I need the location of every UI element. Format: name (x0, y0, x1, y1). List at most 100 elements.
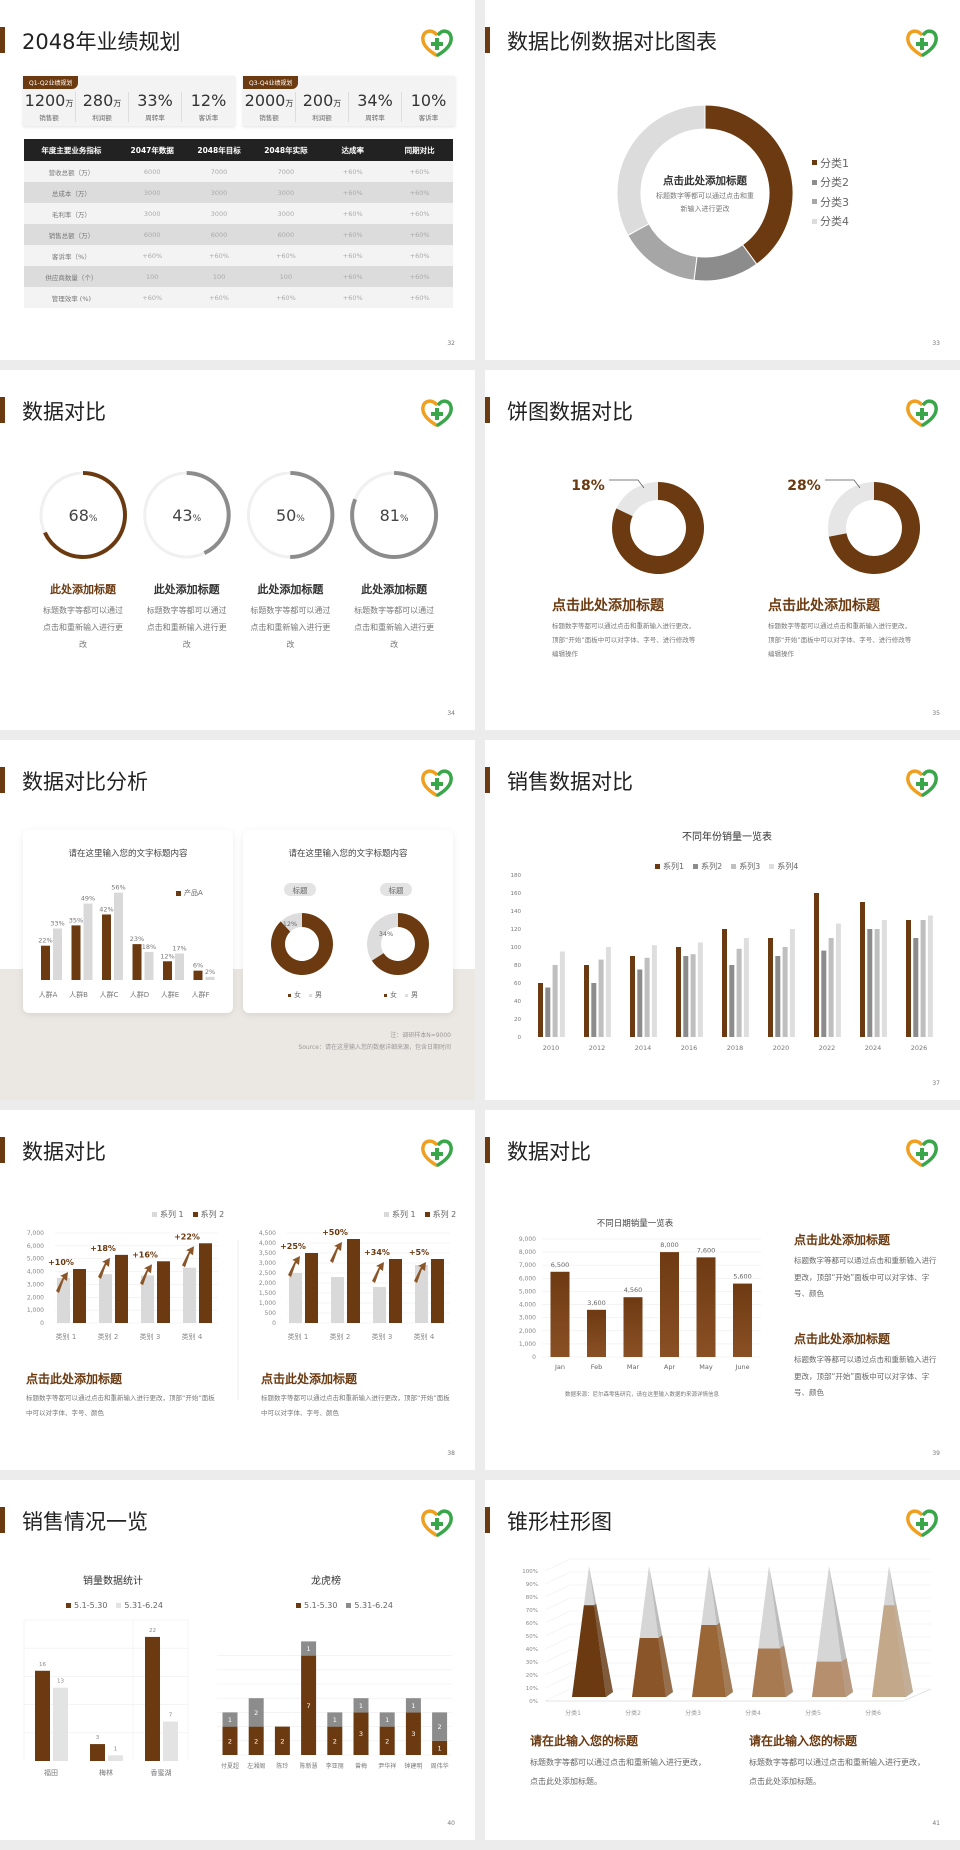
stacked-bar-segment (353, 1698, 369, 1713)
stacked-bar-segment (274, 1726, 290, 1755)
gridline (544, 1688, 571, 1702)
y-tick-label: 60 (514, 981, 521, 987)
table-cell: 100 (145, 272, 159, 281)
legend-label: 产品A (184, 889, 203, 897)
legend-label: 系列3 (739, 862, 761, 871)
bar-系列1 (584, 965, 589, 1037)
legend-item: 系列 2 (424, 1209, 456, 1220)
y-tick-label: 3,000 (519, 1315, 536, 1322)
block-title: 点击此处添加标题 (26, 1372, 123, 1386)
bar-系列2 (867, 929, 873, 1037)
stacked-bar-segment (405, 1712, 421, 1755)
logo-cross (916, 1518, 928, 1530)
slide-38: 数据对比 38 0 1,000 2,000 3,000 4,000 5,000 6,000 7,0… (0, 1110, 475, 1470)
block-title: 点击此处添加标题 (794, 1233, 891, 1247)
chart-title: 不同日期销量一览表 (597, 1218, 674, 1229)
segment-value-label: 1 (333, 1716, 337, 1724)
x-tick-label: 2026 (911, 1044, 928, 1052)
item-desc: 标题数字等都可以通过点击和重新输入进行更改，顶部“开始”面板中可以对字体、字号、… (768, 622, 912, 658)
x-tick-label: June (734, 1363, 749, 1371)
slide-title: 锥形柱形图 (507, 1510, 612, 1534)
kpi-number: 34% (357, 91, 393, 110)
y-tick-label: 30% (526, 1660, 538, 1666)
growth-arrow-icon (56, 1272, 68, 1293)
growth-arrow-icon (288, 1256, 300, 1277)
donut-value-label: 12% (283, 920, 297, 928)
donut-tag: 标题 (389, 885, 404, 895)
x-tick-label: 陈新慧 (300, 1762, 318, 1770)
legend-item: 系列 1 (152, 1209, 184, 1220)
bar (373, 1287, 386, 1323)
card-graphics: 22%33%人群A35%49%人群B42%56%人群C23%18%人群D12%1… (38, 883, 429, 999)
gridline (544, 1623, 571, 1637)
segment-value-label: 2 (254, 1709, 258, 1717)
logo-orange-arc (906, 769, 923, 797)
legend-item: 系列3 (731, 861, 760, 872)
table-cell: +60% (209, 293, 229, 302)
bar-value-label: 22 (149, 1628, 156, 1634)
x-tick-label: Jan (554, 1363, 565, 1371)
kpi-unit: 万 (285, 99, 294, 108)
chart-title: 不同年份销量一览表 (682, 830, 772, 843)
stacked-bar-segment (327, 1712, 343, 1727)
chart-legend: 系列 1 系列 2 (152, 1209, 230, 1220)
x-tick-label: 2010 (543, 1044, 560, 1052)
logo-green-arc (436, 29, 453, 57)
ring-value: 68% (69, 506, 98, 525)
heart-cross-logo-icon (421, 29, 453, 57)
ring-unit: % (296, 514, 305, 524)
segment-value-label: 2 (228, 1737, 232, 1745)
stacked-bar-segment (222, 1712, 238, 1727)
bar-value-label: 2% (205, 968, 215, 976)
table-cell: +60% (342, 293, 363, 302)
y-tick-label: 8,000 (519, 1249, 536, 1256)
table-cell: +60% (409, 293, 430, 302)
y-tick-label: 70% (526, 1608, 538, 1614)
logo-green-arc (436, 1139, 453, 1167)
kpi-label: 销售额 (259, 114, 279, 122)
growth-label: +18% (90, 1244, 116, 1253)
table-header-cell: 同期对比 (404, 145, 435, 155)
bar-系列2 (637, 969, 643, 1037)
block-desc: 标题数字等都可以通过点击和重新输入进行更改，顶部“开始”面板中可以对字体、字号、… (794, 1256, 937, 1298)
x-tick-label: 2020 (773, 1044, 790, 1052)
table-cell: 3000 (277, 209, 295, 218)
bar-系列1 (860, 902, 865, 1037)
item-desc: 标题数字等都可以通过点击和重新输入进行更改 (146, 606, 227, 649)
y-tick-label: 20 (514, 1017, 521, 1023)
y-tick-label: 5,000 (27, 1256, 44, 1263)
segment-value-label: 7 (307, 1702, 311, 1710)
y-tick-label: 4,000 (519, 1302, 536, 1309)
slide-title: 数据对比 (507, 1140, 591, 1164)
donut-percent-label: 28% (787, 478, 821, 494)
bar-系列4 (789, 929, 795, 1037)
table-row: 营收总额（万） 6000 7000 7000 +60% +60% (24, 161, 453, 182)
bar-系列3 (736, 948, 742, 1037)
table-cell: 总成本（万） (51, 189, 91, 198)
legend-label: 分类1 (820, 156, 849, 170)
gridline (544, 1675, 571, 1689)
legend-item: 分类2 (812, 173, 849, 193)
bar-系列1 (630, 956, 635, 1037)
logo-orange-arc (421, 1139, 438, 1167)
heart-cross-logo-icon (906, 29, 938, 57)
legend-label: 5.31-6.24 (124, 1601, 163, 1610)
slide-graphics: 不同日期销量一览表 0 1,000 2,000 3,000 4,000 5,000 6,000… (519, 1218, 761, 1398)
bar (289, 1273, 302, 1323)
block-desc: 标题数字等都可以通过点击和重新输入进行更改，顶部“开始”面板中可以对字体、字号、… (261, 1394, 450, 1417)
table-cell: +60% (409, 167, 430, 176)
chart-legend: 分类1 分类2 分类3 分类4 (812, 153, 849, 231)
stacked-bar-segment (379, 1712, 395, 1727)
block-desc: 标题数字等都可以通过点击和重新输入进行更改，顶部“开始”面板中可以对字体、字号、… (794, 1355, 937, 1397)
legend-swatch (384, 993, 387, 997)
slide-title: 数据比例数据对比图表 (507, 30, 717, 54)
stacked-bar-segment (248, 1698, 264, 1727)
kpi-label: 利润额 (92, 114, 112, 122)
table-cell: 100 (279, 272, 293, 281)
bar (431, 1259, 444, 1323)
table-cell: +60% (409, 251, 430, 260)
table-header-cell: 2048年目标 (197, 145, 241, 155)
logo-cross (916, 778, 928, 790)
x-tick-label: 2022 (819, 1044, 836, 1052)
y-tick-label: 500 (265, 1310, 277, 1317)
